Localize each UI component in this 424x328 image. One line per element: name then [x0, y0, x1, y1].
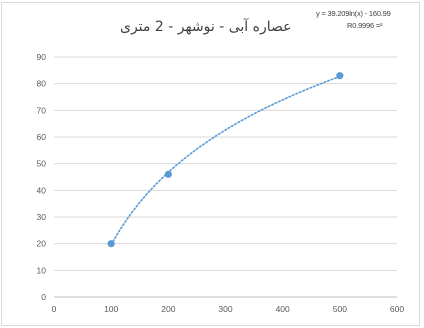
y-tick-label: 50: [37, 159, 47, 169]
x-tick-label: 400: [276, 304, 290, 314]
trendline-path: [110, 75, 341, 246]
trendline-r-squared: R0.9996 =²: [347, 21, 383, 30]
y-tick-label: 0: [41, 292, 46, 302]
data-points: [107, 72, 344, 248]
x-tick-label: 600: [390, 304, 404, 314]
y-tick-label: 80: [37, 79, 47, 89]
y-tick-label: 40: [37, 185, 47, 195]
y-tick-label: 90: [37, 52, 47, 62]
y-tick-label: 70: [37, 105, 47, 115]
x-tick-label: 200: [161, 304, 175, 314]
trendline-equation: y = 39.209ln(x) - 160.99: [316, 9, 391, 18]
y-tick-label: 60: [37, 132, 47, 142]
tick-labels: 0 10 20 30 40 50 60 70 80 90 0 100 200 300 400 500 600: [37, 52, 405, 314]
data-point: [164, 170, 172, 178]
y-tick-label: 10: [37, 265, 47, 275]
x-tick-label: 500: [333, 304, 347, 314]
gridlines: [54, 56, 397, 271]
data-point: [336, 72, 344, 80]
chart-title: عصاره آبی - نوشهر - 2 متری: [120, 19, 292, 35]
x-tick-label: 0: [52, 304, 57, 314]
trendline: [110, 75, 341, 246]
x-tick-label: 100: [104, 304, 118, 314]
x-tick-label: 300: [218, 304, 232, 314]
data-point: [107, 240, 115, 248]
y-tick-label: 30: [37, 212, 47, 222]
y-tick-label: 20: [37, 239, 47, 249]
